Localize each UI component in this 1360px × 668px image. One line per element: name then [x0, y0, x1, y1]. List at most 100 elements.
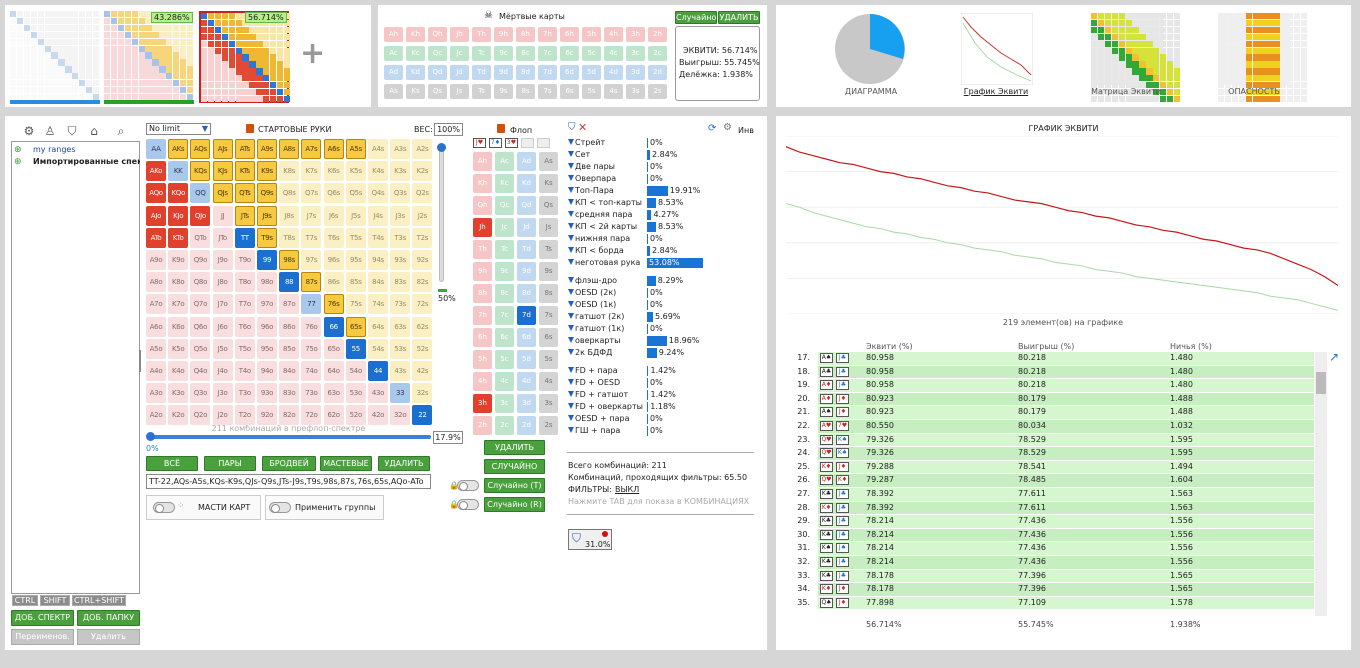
hand-cell[interactable]: 85o [279, 338, 300, 359]
table-row[interactable] [818, 501, 1314, 515]
hand-cell[interactable]: K7s [301, 161, 322, 182]
hand-cell[interactable]: 76o [301, 316, 322, 337]
hand-cell[interactable]: J4o [212, 361, 233, 381]
random-t-toggle[interactable] [457, 480, 479, 491]
matrix-label[interactable]: Матрица Эквити [1091, 87, 1161, 96]
limit-select[interactable]: No limit ▼ [146, 123, 211, 135]
flop-card[interactable]: Qs [539, 196, 558, 215]
flop-card[interactable]: 3s [539, 394, 558, 413]
weight-input[interactable]: 100% [434, 123, 463, 136]
flop-card[interactable]: 2d [517, 416, 536, 435]
range-text-input[interactable]: TT-22,AQs-A5s,KQs-K9s,QJs-Q9s,JTs-J9s,T9… [146, 474, 431, 489]
hand-cell[interactable]: 32s [412, 383, 433, 404]
hand-cell[interactable]: T6s [323, 227, 344, 248]
tree-expand-icon-1[interactable]: ⊕ [14, 145, 22, 155]
hand-cell[interactable]: AQo [146, 183, 166, 204]
dead-card[interactable]: Js [450, 84, 469, 99]
dead-card[interactable]: 7s [538, 84, 557, 99]
board-slot-empty[interactable] [521, 138, 534, 148]
stat-filter-icon[interactable] [568, 151, 574, 157]
table-row[interactable] [818, 569, 1314, 583]
flop-card[interactable]: 8h [473, 284, 492, 303]
hand-cell[interactable]: 42o [368, 405, 388, 426]
hand-cell[interactable]: 74o [301, 361, 322, 381]
hand-cell[interactable]: Q6s [323, 183, 344, 204]
hand-cell[interactable]: 75o [301, 338, 322, 359]
stat-filter-icon[interactable] [568, 163, 574, 169]
hand-cell[interactable]: T4o [234, 361, 255, 381]
dead-card[interactable]: Ah [384, 27, 403, 42]
hand-cell[interactable]: T2o [234, 405, 255, 426]
tree-splitter[interactable] [139, 350, 141, 372]
flop-card[interactable]: 5c [495, 350, 514, 369]
hand-cell[interactable]: J7s [301, 205, 322, 226]
hand-cell[interactable]: 94s [368, 250, 388, 270]
hand-cell[interactable]: T3o [234, 383, 255, 404]
hand-cell[interactable]: J9s [257, 205, 277, 226]
filter-icon[interactable]: ⛉ [67, 124, 77, 138]
flop-delete-button[interactable]: УДАЛИТЬ [484, 440, 545, 455]
suits-toggle[interactable] [153, 502, 175, 513]
hand-cell[interactable]: 65o [323, 338, 344, 359]
flop-card[interactable]: Kh [473, 174, 492, 193]
dead-card[interactable]: Ad [384, 65, 403, 80]
flop-card[interactable]: Th [473, 240, 492, 259]
hand-cell[interactable]: 53o [345, 383, 366, 404]
stat-filter-icon[interactable] [568, 379, 574, 385]
stat-filter-icon[interactable] [568, 391, 574, 397]
dead-card[interactable]: As [384, 84, 403, 99]
hand-cell[interactable]: Q9o [190, 250, 211, 270]
flop-card[interactable]: Tc [495, 240, 514, 259]
hand-cell[interactable]: 22 [412, 405, 433, 426]
stat-filter-icon[interactable] [568, 247, 574, 253]
flop-card[interactable]: Jc [495, 218, 514, 237]
hand-cell[interactable]: AKo [146, 161, 166, 182]
dead-card[interactable]: Ts [472, 84, 491, 99]
lock-icon-1[interactable]: 🔒 [449, 481, 459, 490]
flop-card[interactable]: 5h [473, 350, 492, 369]
dead-card[interactable]: Kc [406, 46, 425, 61]
stat-filter-icon[interactable] [568, 349, 574, 355]
hand-cell[interactable]: A7s [301, 139, 322, 159]
filter-badge[interactable]: ⛉ 31.0% [568, 529, 612, 550]
table-row[interactable] [818, 406, 1314, 419]
dead-card[interactable]: 5d [582, 65, 601, 80]
hand-cell[interactable]: A2o [146, 405, 166, 426]
suited-button[interactable]: МАСТЕВЫЕ [320, 456, 372, 471]
hand-cell[interactable]: 64o [323, 361, 344, 381]
stat-filter-icon[interactable] [568, 211, 574, 217]
hand-cell[interactable]: A2s [412, 139, 433, 159]
stat-filter-icon[interactable] [568, 313, 574, 319]
hand-cell[interactable]: 73s [390, 294, 411, 315]
hand-cell[interactable]: Q3s [390, 183, 411, 204]
dead-card[interactable]: Th [472, 27, 491, 42]
rename-button[interactable]: Переименов. [11, 629, 74, 645]
hand-cell[interactable]: 62o [323, 405, 344, 426]
flop-card[interactable]: Ah [473, 152, 492, 171]
flop-card[interactable]: Qd [517, 196, 536, 215]
hand-cell[interactable]: QTs [234, 183, 255, 204]
hand-cell[interactable]: 95o [257, 338, 277, 359]
flop-card[interactable]: 5d [517, 350, 536, 369]
hand-cell[interactable]: T7o [234, 294, 255, 315]
table-row[interactable] [818, 447, 1314, 460]
hand-cell[interactable]: 43o [368, 383, 388, 404]
dead-card[interactable]: 2c [648, 46, 667, 61]
range-slider-track[interactable] [148, 435, 431, 439]
hand-cell[interactable]: 87s [301, 272, 322, 293]
flop-card[interactable]: 6c [495, 328, 514, 347]
ctrl-shift-key[interactable]: CTRL+SHIFT [72, 595, 126, 606]
hand-cell[interactable]: 52o [345, 405, 366, 426]
stat-filter-icon[interactable] [568, 427, 574, 433]
dead-card[interactable]: Kd [406, 65, 425, 80]
filter-clear-icon[interactable]: ⛉ [568, 122, 576, 133]
hand-cell[interactable]: T9s [257, 227, 277, 248]
dead-card[interactable]: 3c [626, 46, 645, 61]
hand-cell[interactable]: AA [146, 139, 166, 159]
dead-card[interactable]: Td [472, 65, 491, 80]
range-thumb-3[interactable] [199, 11, 291, 103]
hand-cell[interactable]: 44 [368, 361, 388, 381]
hand-cell[interactable]: Q6o [190, 316, 211, 337]
weight-vslider-track[interactable] [439, 147, 444, 282]
hand-cell[interactable]: 98o [257, 272, 277, 293]
